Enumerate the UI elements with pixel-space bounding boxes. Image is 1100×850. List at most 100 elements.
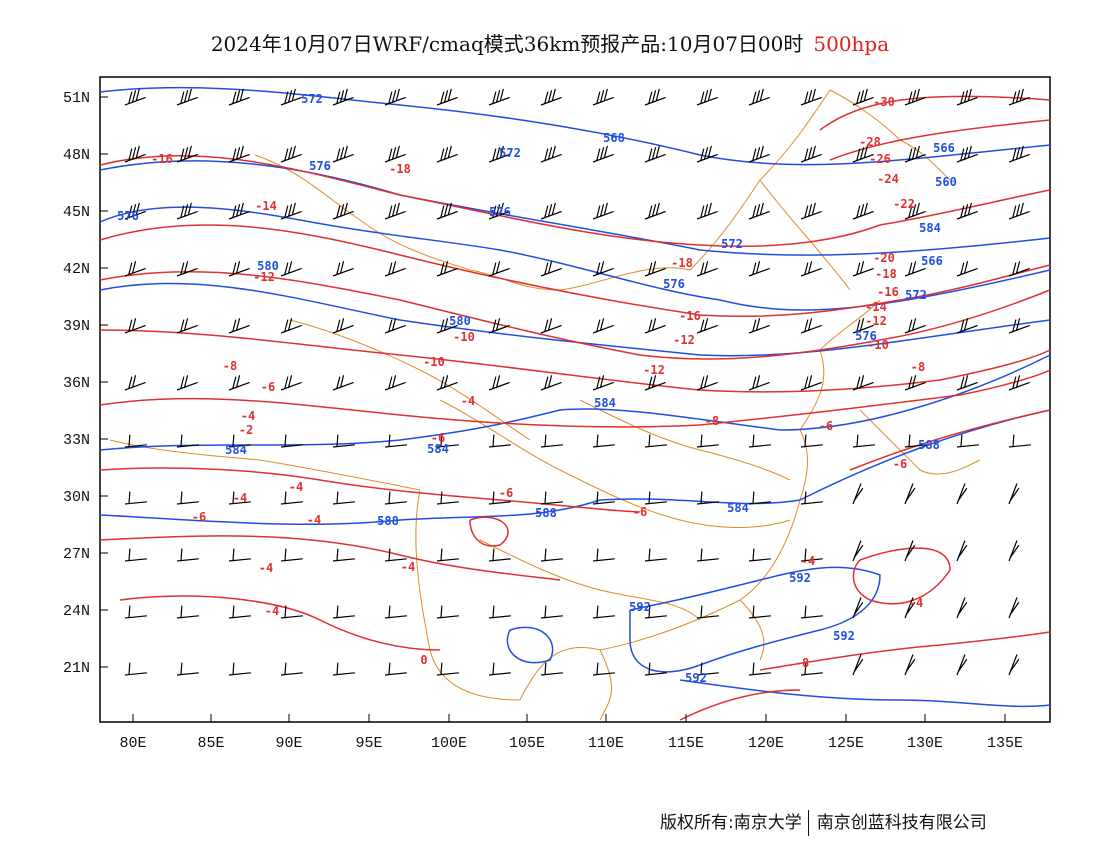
height-contour-label: 584 (225, 443, 247, 457)
temperature-contour-label: -18 (671, 256, 693, 270)
wind-barb (748, 318, 770, 334)
wind-barb (696, 375, 718, 391)
wind-barb (488, 605, 511, 619)
temperature-contour-label: -4 (241, 409, 255, 423)
wind-barb (956, 434, 979, 448)
wind-barb (436, 318, 458, 334)
wind-barb (956, 88, 978, 106)
height-contour-label: 588 (377, 514, 399, 528)
wind-barb (228, 662, 251, 676)
wind-barb (800, 605, 823, 619)
wind-barb (904, 597, 916, 619)
lat-tick-label: 21N (63, 660, 90, 677)
wind-barb (852, 540, 864, 562)
wind-barb (332, 261, 354, 277)
wind-barb (488, 548, 511, 562)
wind-barb (748, 491, 771, 505)
wind-barb (852, 654, 864, 676)
wind-barb (176, 318, 198, 334)
wind-barb (904, 434, 927, 448)
wind-barb (124, 261, 146, 277)
wind-barb (228, 318, 250, 334)
temperature-contour-label: -10 (867, 338, 889, 352)
wind-barb (644, 88, 666, 106)
lon-tick-label: 120E (748, 735, 784, 752)
wind-barb (644, 145, 666, 163)
temperature-contour-label: -26 (869, 152, 891, 166)
wind-barb (488, 434, 511, 448)
height-contour-label: 584 (427, 442, 449, 456)
wind-barb (124, 145, 146, 163)
wind-barbs (124, 88, 1031, 676)
wind-barb (176, 662, 199, 676)
wind-barb (592, 491, 615, 505)
lon-tick-label: 100E (431, 735, 467, 752)
height-contour-label: 566 (933, 141, 955, 155)
lon-tick-label: 110E (588, 735, 624, 752)
wind-barb (280, 605, 303, 619)
height-contour-label: 592 (833, 629, 855, 643)
wind-barb (176, 202, 198, 220)
wind-barb (852, 434, 875, 448)
temperature-contour-label: -8 (795, 656, 809, 670)
wind-barb (956, 540, 968, 562)
wind-barb (332, 145, 354, 163)
wind-barb (1008, 145, 1030, 163)
wind-barb (228, 88, 250, 106)
wind-barb (280, 261, 302, 277)
wind-barb (384, 318, 406, 334)
wind-barb (540, 605, 563, 619)
wind-barb (332, 662, 355, 676)
wind-barb (540, 662, 563, 676)
plot-frame (99, 76, 1051, 723)
temperature-contour-label: -12 (643, 363, 665, 377)
wind-barb (124, 662, 147, 676)
wind-barb (852, 145, 874, 163)
wind-barb (436, 88, 458, 106)
wind-barb (280, 662, 303, 676)
wind-barb (436, 548, 459, 562)
wind-barb (280, 434, 303, 448)
wind-barb (540, 548, 563, 562)
wind-barb (592, 202, 614, 220)
title-text: 2024年10月07日WRF/cmaq模式36km预报产品:10月07日00时 (210, 32, 804, 56)
wind-barb (540, 88, 562, 106)
lat-tick-label: 24N (63, 603, 90, 620)
wind-barb (176, 375, 198, 391)
wind-barb (904, 261, 926, 277)
height-contour-label: 588 (918, 438, 940, 452)
height-contour-label: 588 (535, 506, 557, 520)
height-contour-label: 572 (301, 92, 323, 106)
wind-barb (1008, 654, 1020, 676)
wind-barb (696, 88, 718, 106)
wind-barb (904, 202, 926, 220)
temperature-contour-label: -18 (875, 267, 897, 281)
wind-barb (748, 375, 770, 391)
wind-barb (384, 434, 407, 448)
company-name: 南京创蓝科技有限公司 (816, 813, 987, 833)
wind-barb (488, 261, 510, 277)
wind-barb (540, 491, 563, 505)
wind-barb (904, 88, 926, 106)
wind-barb (904, 540, 916, 562)
wind-barb (644, 548, 667, 562)
wind-barb (228, 145, 250, 163)
wind-barb (176, 548, 199, 562)
wind-barb (332, 605, 355, 619)
wind-barb (904, 145, 926, 163)
wind-barb (904, 375, 926, 391)
wind-barb (384, 375, 406, 391)
height-contour-label: 568 (603, 131, 625, 145)
height-contour-label: 584 (727, 501, 749, 515)
temperature-contour-label: -6 (261, 380, 275, 394)
temperature-contour-label: -12 (253, 270, 275, 284)
wind-barb (228, 202, 250, 220)
wind-barb (592, 434, 615, 448)
lon-tick-label: 90E (275, 735, 302, 752)
wind-barb (800, 261, 822, 277)
wind-barb (956, 483, 968, 505)
wind-barb (748, 261, 770, 277)
wind-barb (176, 145, 198, 163)
wind-barb (852, 597, 864, 619)
